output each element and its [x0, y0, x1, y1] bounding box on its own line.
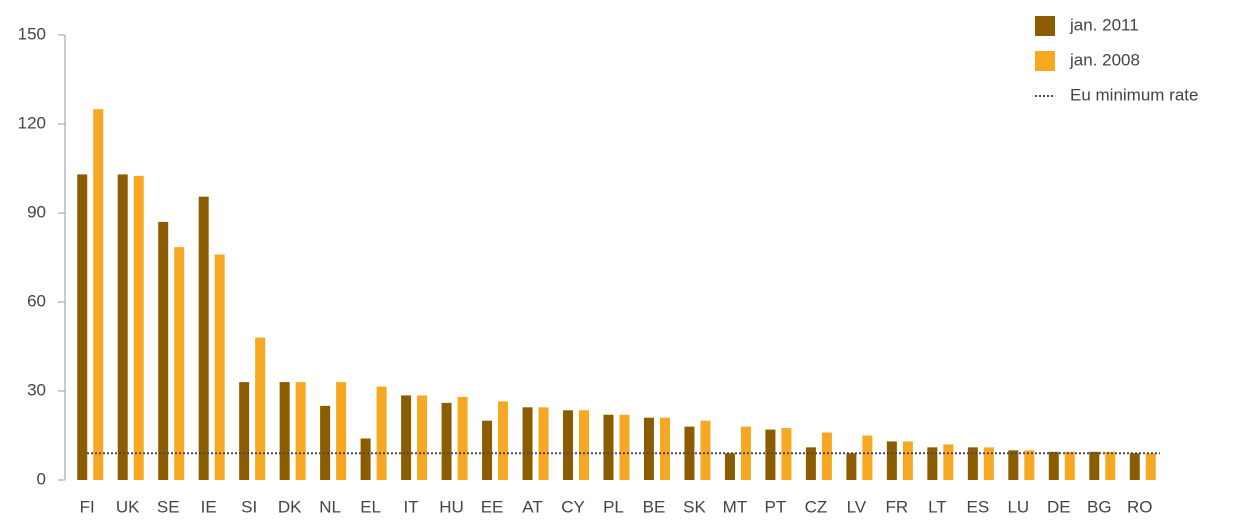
bar	[983, 447, 994, 480]
x-tick-label: SE	[157, 497, 180, 516]
x-tick-label: CZ	[805, 497, 828, 516]
bar	[805, 447, 816, 480]
bar	[401, 395, 412, 480]
bar	[77, 174, 88, 480]
bar	[563, 410, 574, 480]
bar	[927, 447, 938, 480]
bar	[360, 438, 371, 480]
bar	[174, 247, 185, 480]
bar	[117, 174, 128, 480]
x-tick-label: LV	[847, 497, 867, 516]
bar	[198, 196, 209, 480]
x-tick-label: DE	[1047, 497, 1071, 516]
bar	[724, 453, 735, 480]
bar	[659, 417, 670, 480]
legend-swatch	[1035, 51, 1055, 71]
x-tick-label: ES	[966, 497, 989, 516]
bar	[255, 337, 266, 480]
bar	[886, 441, 897, 480]
x-tick-label: LU	[1007, 497, 1029, 516]
bar	[700, 420, 711, 480]
x-tick-label: IE	[201, 497, 217, 516]
bar	[967, 447, 978, 480]
bar	[320, 405, 331, 480]
bar	[579, 410, 590, 480]
bar	[457, 396, 468, 480]
bar	[902, 441, 913, 480]
bar	[603, 414, 614, 480]
y-tick-label: 60	[27, 291, 46, 310]
bar	[846, 453, 857, 480]
bar	[538, 407, 549, 480]
x-tick-label: HU	[439, 497, 464, 516]
bar	[943, 444, 954, 480]
bar	[482, 420, 493, 480]
bar	[93, 109, 104, 481]
x-tick-label: DK	[278, 497, 302, 516]
legend-label: jan. 2008	[1069, 50, 1140, 69]
bar	[1129, 453, 1140, 480]
x-tick-label: BG	[1087, 497, 1112, 516]
bar	[498, 401, 509, 480]
bar	[643, 417, 654, 480]
x-tick-label: LT	[928, 497, 947, 516]
x-tick-label: AT	[522, 497, 542, 516]
x-tick-label: PL	[603, 497, 624, 516]
x-tick-label: EL	[360, 497, 381, 516]
legend-label: Eu minimum rate	[1070, 85, 1198, 104]
x-tick-label: UK	[116, 497, 140, 516]
x-tick-label: FI	[80, 497, 95, 516]
x-tick-label: PT	[765, 497, 787, 516]
bar	[279, 382, 290, 480]
bar	[1105, 451, 1116, 480]
x-tick-label: MT	[723, 497, 748, 516]
bar	[522, 407, 533, 480]
x-tick-label: FR	[886, 497, 909, 516]
bar	[1048, 451, 1059, 480]
bar	[740, 426, 751, 480]
bar	[336, 382, 347, 480]
bar	[295, 382, 306, 480]
x-tick-label: CY	[561, 497, 585, 516]
bar	[441, 402, 452, 480]
bar	[1145, 453, 1156, 480]
bar	[684, 426, 695, 480]
bar	[239, 382, 250, 480]
y-tick-label: 150	[18, 24, 46, 43]
bar	[214, 254, 225, 480]
x-tick-label: SK	[683, 497, 706, 516]
y-tick-label: 30	[27, 380, 46, 399]
bar	[417, 395, 428, 480]
legend-label: jan. 2011	[1069, 15, 1139, 34]
bar	[862, 435, 873, 480]
legend-swatch	[1035, 16, 1055, 36]
x-tick-label: BE	[643, 497, 666, 516]
y-tick-label: 120	[18, 113, 46, 132]
bar	[1089, 451, 1100, 480]
bar	[781, 428, 792, 480]
bar	[1008, 450, 1019, 480]
y-tick-label: 0	[37, 469, 46, 488]
x-tick-label: SI	[241, 497, 257, 516]
x-tick-label: NL	[319, 497, 341, 516]
y-tick-label: 90	[27, 202, 46, 221]
x-tick-label: EE	[481, 497, 504, 516]
bar	[376, 386, 387, 480]
bar	[1064, 451, 1075, 480]
bar	[158, 221, 169, 480]
bar	[1024, 450, 1035, 480]
bar	[133, 175, 144, 480]
bar	[821, 432, 832, 480]
bar	[765, 429, 776, 480]
x-tick-label: RO	[1127, 497, 1153, 516]
x-tick-label: IT	[404, 497, 419, 516]
bar	[619, 414, 630, 480]
